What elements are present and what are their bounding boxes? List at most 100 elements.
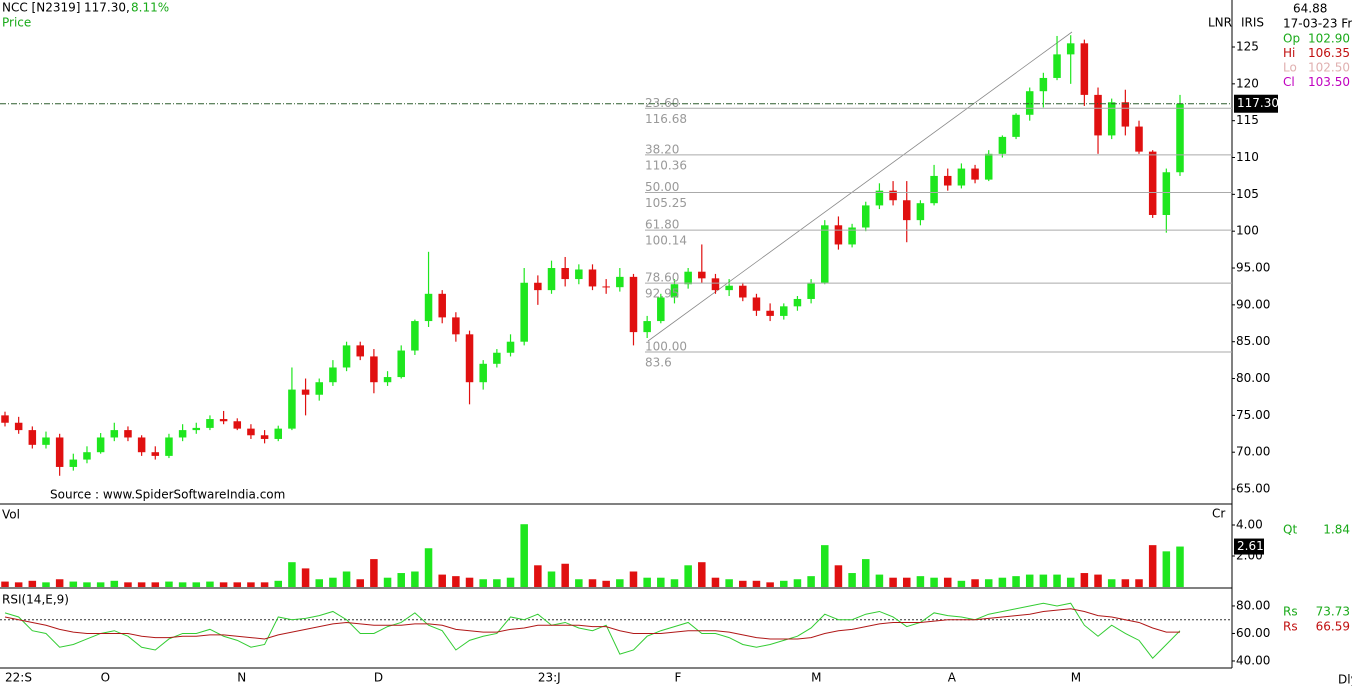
info-label: Cl <box>1283 75 1295 89</box>
volume-bar <box>151 582 160 587</box>
y-tick-label: 80.00 <box>1236 598 1270 612</box>
candle-body <box>1107 102 1116 136</box>
y-tick-label: 70.00 <box>1236 445 1270 459</box>
volume-bar <box>452 576 460 587</box>
fib-price: 100.14 <box>645 234 687 248</box>
y-tick-label: 60.00 <box>1236 626 1270 640</box>
candle-body <box>902 200 911 221</box>
volume-bar <box>848 573 856 587</box>
volume-bar <box>370 559 378 587</box>
info-value: 102.90 <box>1308 32 1350 46</box>
info-label: Lo <box>1283 61 1297 75</box>
volume-bar <box>493 579 501 587</box>
volume-bar <box>657 577 665 587</box>
volume-bar <box>643 577 651 587</box>
candle-body <box>848 227 856 245</box>
last-price-label: 117.30 <box>1237 96 1279 110</box>
volume-bar <box>288 562 296 587</box>
candle-body <box>69 459 78 467</box>
volume-bar <box>274 580 283 587</box>
volume-bar <box>315 579 324 587</box>
volume-bar <box>670 579 679 587</box>
candle-body <box>247 428 255 436</box>
volume-bar <box>479 579 487 587</box>
interval[interactable]: Dly <box>1338 673 1352 687</box>
candle-body <box>151 452 160 456</box>
info-label: Hi <box>1283 46 1295 60</box>
y-tick-label: 125 <box>1236 40 1259 54</box>
candle-body <box>889 190 897 201</box>
volume-bar <box>206 581 214 587</box>
volume-bar <box>1080 573 1089 587</box>
volume-bar <box>1053 574 1061 587</box>
fib-pct: 61.80 <box>645 218 679 232</box>
volume-bar <box>984 579 993 587</box>
volume-bar <box>793 579 802 587</box>
panel-title: Vol <box>2 508 20 522</box>
volume-bar <box>137 582 146 587</box>
volume-bar <box>520 524 528 587</box>
candle-body <box>698 271 706 279</box>
x-tick-label: O <box>101 671 110 685</box>
volume-bar <box>711 577 720 587</box>
fib-pct: 50.00 <box>645 180 679 194</box>
price: 117.30, <box>84 1 130 15</box>
candle-body <box>42 437 50 445</box>
fib-pct: 100.00 <box>645 340 687 354</box>
volume-bar <box>916 576 925 587</box>
volume-bar <box>861 559 870 587</box>
volume-unit: Cr <box>1212 507 1225 521</box>
volume-bar <box>83 582 91 587</box>
volume-bar <box>55 579 64 587</box>
y-tick-label: 85.00 <box>1236 334 1270 348</box>
volume-bar <box>752 580 761 587</box>
candle-body <box>561 268 569 280</box>
rsi-line <box>4 602 1181 659</box>
volume-bar <box>260 582 269 587</box>
tool[interactable]: LNR <box>1208 16 1232 30</box>
fib-pct: 23.60 <box>645 96 679 110</box>
qty-value: 1.84 <box>1323 523 1350 537</box>
volume-bar <box>534 565 542 587</box>
volume-bar <box>192 582 201 587</box>
rsi-line <box>4 608 1180 640</box>
candle-body <box>493 352 501 364</box>
x-tick-label: D <box>374 671 383 685</box>
candle-body <box>971 168 979 180</box>
volume-bar <box>889 577 897 587</box>
candle-body <box>1025 91 1034 115</box>
volume-bar <box>356 579 364 587</box>
volume-bar <box>616 579 624 587</box>
volume-bar <box>1066 577 1075 587</box>
volume-bar <box>1162 551 1171 587</box>
candle-body <box>984 153 993 180</box>
volume-bar <box>1107 579 1116 587</box>
candle-body <box>411 321 419 351</box>
tool[interactable]: IRIS <box>1241 16 1264 30</box>
candle-body <box>957 168 966 186</box>
volume-bar <box>725 579 733 587</box>
rsi-info-label: Rs <box>1283 620 1298 634</box>
volume-bar <box>575 579 583 587</box>
candle-body <box>807 282 815 299</box>
candle-body <box>96 437 105 453</box>
x-tick-label: 22:S <box>5 671 32 685</box>
candle-body <box>424 293 433 322</box>
candle-body <box>124 430 132 438</box>
candle-body <box>643 321 651 333</box>
panel-title: RSI(14,E,9) <box>2 593 69 607</box>
volume-bar <box>233 582 242 587</box>
candle-body <box>1162 172 1171 215</box>
candle-body <box>998 136 1007 154</box>
info-date: 17-03-23 Fri <box>1283 17 1352 31</box>
info-value: 64.88 <box>1293 2 1327 16</box>
volume-bar <box>465 577 474 587</box>
candle-body <box>356 345 364 357</box>
volume-bar <box>14 582 23 587</box>
candle-body <box>370 356 378 383</box>
volume-bar <box>957 580 966 587</box>
candle-body <box>916 203 925 221</box>
volume-bar <box>397 573 405 587</box>
candle-body <box>629 276 638 333</box>
